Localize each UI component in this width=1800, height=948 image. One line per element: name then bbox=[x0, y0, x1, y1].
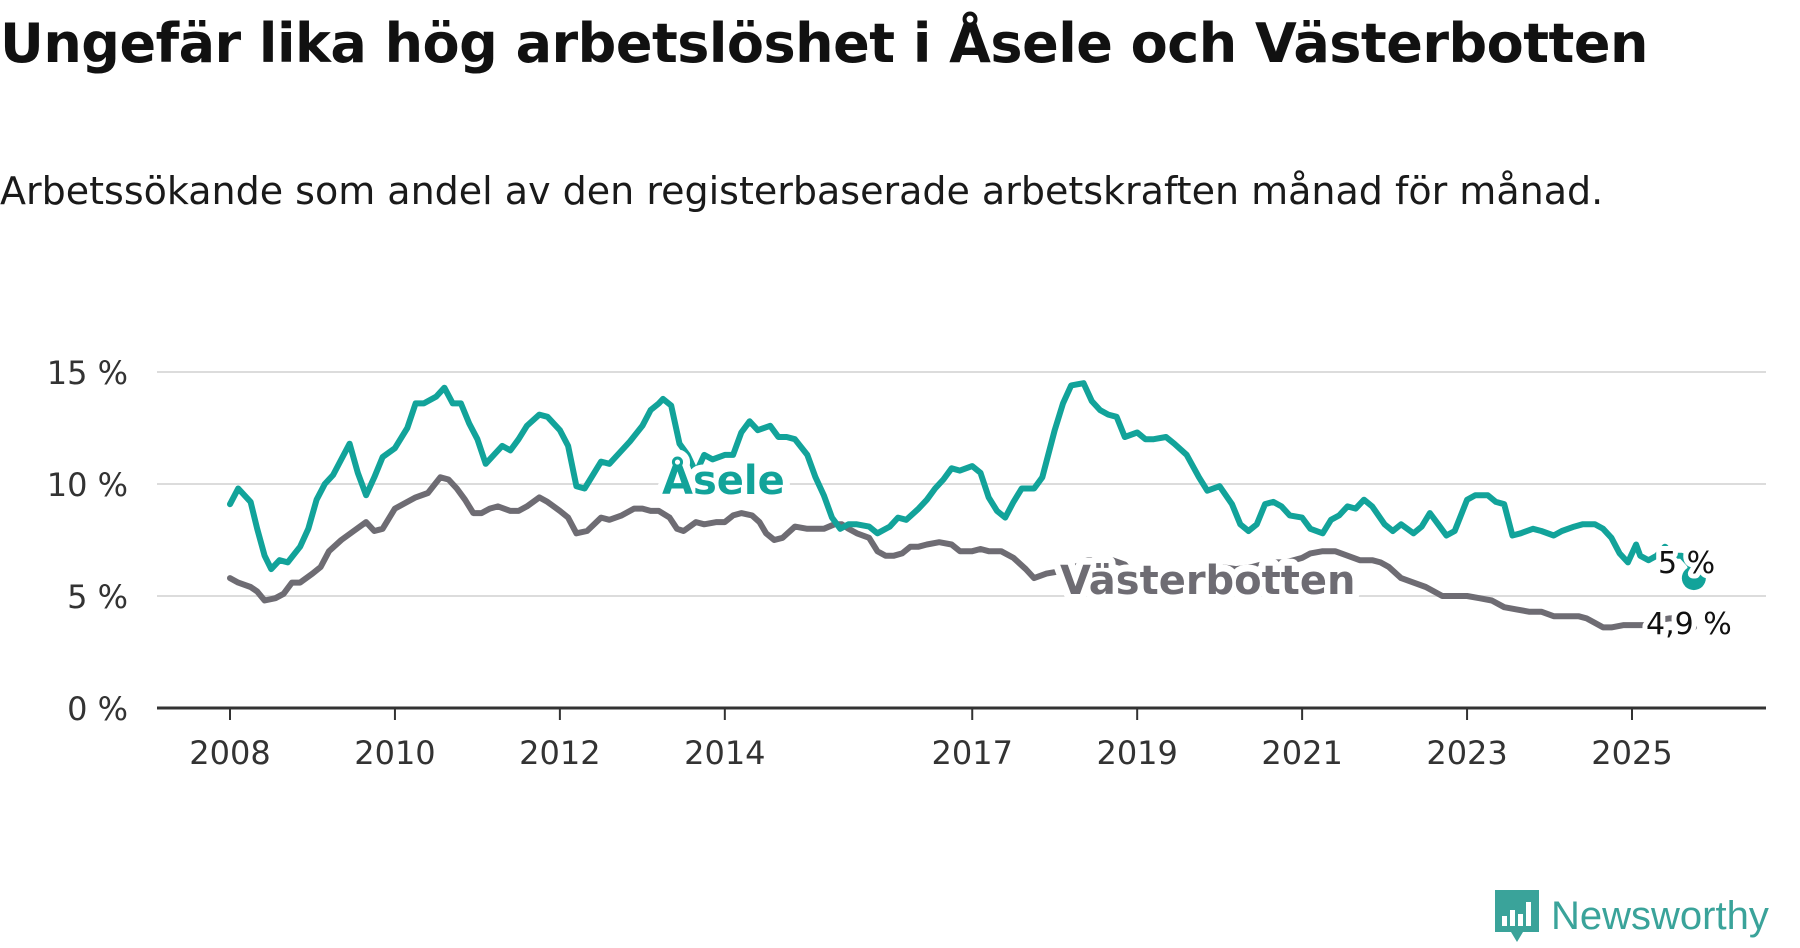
series-label-vasterbotten: Västerbotten bbox=[1060, 558, 1356, 604]
series-label-halo: Västerbotten bbox=[1060, 558, 1356, 604]
series-label-asele: Åsele bbox=[662, 455, 785, 504]
chart-title: Ungefär lika hög arbetslöshet i Åsele oc… bbox=[0, 12, 1648, 75]
end-label-asele-halo: 5 % bbox=[1658, 546, 1715, 581]
x-axis: 2008 2010 2012 2014 2017 2019 2021 2023 2025 bbox=[157, 706, 1766, 772]
y-axis: 0 % 5 % 10 % 15 % bbox=[47, 354, 128, 728]
x-tick-label: 2019 bbox=[1096, 734, 1177, 772]
x-tick-label: 2010 bbox=[354, 734, 435, 772]
series-line-åsele bbox=[227, 380, 1697, 582]
newsworthy-logo[interactable]: Newsworthy bbox=[1493, 888, 1769, 944]
end-label-asele: 5 % bbox=[1658, 546, 1715, 581]
end-label-vasterbotten: 4,9 % bbox=[1646, 607, 1732, 642]
x-tick-label: 2014 bbox=[684, 734, 765, 772]
x-tick-label: 2021 bbox=[1261, 734, 1342, 772]
series-label-halo: Åsele bbox=[662, 455, 785, 504]
x-tick-label: 2008 bbox=[189, 734, 270, 772]
series-lines bbox=[227, 380, 1706, 631]
y-tick-label: 0 % bbox=[67, 690, 128, 728]
end-label-vasterbotten-halo: 4,9 % bbox=[1646, 607, 1732, 642]
x-tick-label: 2012 bbox=[519, 734, 600, 772]
newsworthy-logo-icon bbox=[1495, 890, 1539, 942]
gridlines bbox=[157, 371, 1766, 597]
x-tick-label: 2023 bbox=[1426, 734, 1507, 772]
series-line-västerbotten bbox=[227, 474, 1697, 631]
x-tick-label: 2017 bbox=[932, 734, 1013, 772]
series-endpoint-dot bbox=[1681, 566, 1706, 591]
brand-name: Newsworthy bbox=[1551, 893, 1769, 938]
x-tick-label: 2025 bbox=[1591, 734, 1672, 772]
chart-subtitle: Arbetssökande som andel av den registerb… bbox=[0, 169, 1604, 213]
y-tick-label: 15 % bbox=[47, 354, 128, 392]
y-tick-label: 5 % bbox=[67, 578, 128, 616]
y-tick-label: 10 % bbox=[47, 466, 128, 504]
